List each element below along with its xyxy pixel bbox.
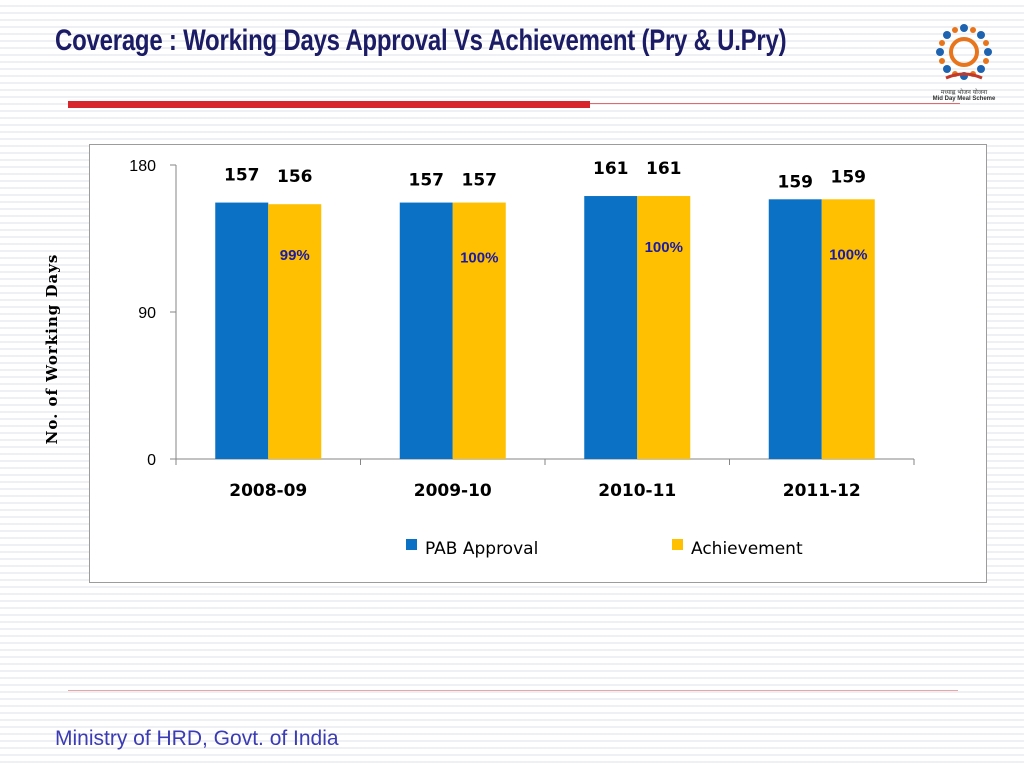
mid-day-meal-logo-icon <box>936 24 992 80</box>
bar-achievement <box>268 204 322 459</box>
x-tick-label: 2010-11 <box>598 481 676 501</box>
bar-pab-approval <box>768 199 822 460</box>
bar-pab-approval <box>215 202 269 460</box>
x-tick-label: 2011-12 <box>783 481 861 501</box>
footer-divider <box>68 690 958 691</box>
x-tick-label: 2009-10 <box>414 481 492 501</box>
title-underline-thin <box>590 103 960 104</box>
bar-pab-approval <box>399 202 453 460</box>
data-label: 159 <box>831 167 867 187</box>
legend-swatch <box>406 539 417 550</box>
y-tick-label: 180 <box>129 158 156 175</box>
legend-swatch <box>672 539 683 550</box>
percentage-annotation: 100% <box>829 246 867 263</box>
x-tick-label: 2008-09 <box>229 481 307 501</box>
title-underline-bar <box>68 101 590 108</box>
y-axis-label: No. of Working Days <box>43 253 61 445</box>
bar-achievement <box>637 196 691 460</box>
y-tick-label: 90 <box>138 305 156 322</box>
logo-caption: Mid Day Meal Scheme <box>932 96 996 102</box>
data-label: 161 <box>593 159 629 179</box>
y-tick-label: 0 <box>147 452 156 469</box>
bar-pab-approval <box>584 196 638 460</box>
data-label: 156 <box>277 167 313 187</box>
data-label: 157 <box>462 171 498 191</box>
legend-label: Achievement <box>691 539 803 559</box>
logo-caption-hindi: मध्याह्न भोजन योजना <box>940 89 988 96</box>
data-label: 159 <box>778 172 814 192</box>
bar-achievement <box>452 202 506 460</box>
legend-label: PAB Approval <box>425 539 538 559</box>
percentage-annotation: 99% <box>280 247 310 264</box>
data-label: 161 <box>646 159 682 179</box>
percentage-annotation: 100% <box>645 239 683 256</box>
data-label: 157 <box>224 166 260 186</box>
data-label: 157 <box>409 171 445 191</box>
footer-text: Ministry of HRD, Govt. of India <box>55 727 339 750</box>
bar-achievement <box>821 199 875 460</box>
percentage-annotation: 100% <box>460 250 498 267</box>
slide-title: Coverage : Working Days Approval Vs Achi… <box>55 24 787 57</box>
